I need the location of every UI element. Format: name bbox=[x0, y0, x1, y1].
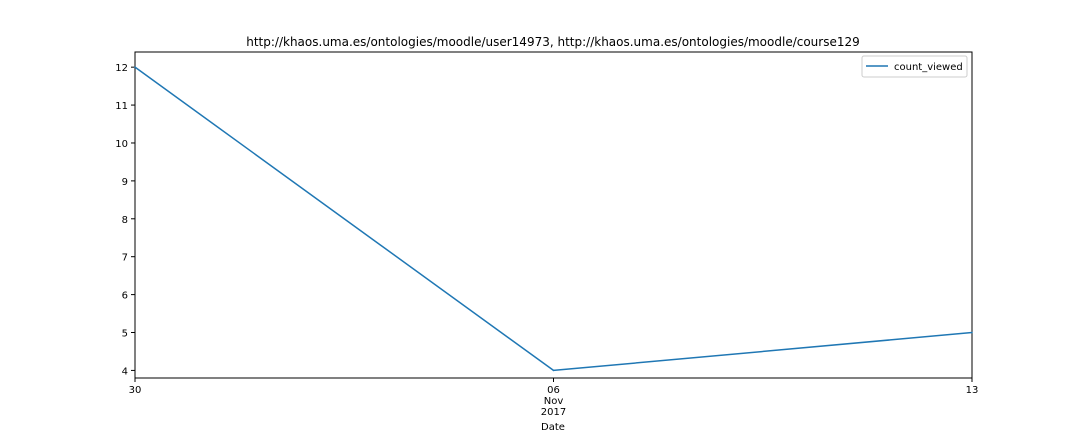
data-point bbox=[971, 331, 973, 334]
x-tick-label: Nov bbox=[544, 396, 564, 407]
y-tick-label: 10 bbox=[115, 139, 128, 150]
x-tick-label: 06 bbox=[547, 385, 560, 396]
x-axis-label: Date bbox=[541, 422, 565, 432]
data-point bbox=[552, 369, 555, 372]
x-tick-label: 13 bbox=[966, 385, 979, 396]
series-line-count-viewed bbox=[134, 66, 973, 372]
y-tick-label: 9 bbox=[122, 177, 128, 188]
data-point bbox=[134, 66, 136, 68]
y-tick-label: 11 bbox=[115, 101, 128, 112]
y-tick-label: 4 bbox=[122, 366, 128, 377]
y-tick-label: 8 bbox=[122, 215, 128, 226]
y-axis: 4 5 6 7 8 9 10 11 12 bbox=[115, 63, 135, 377]
y-tick-label: 5 bbox=[122, 329, 128, 340]
legend-label: count_viewed bbox=[894, 62, 963, 73]
legend: count_viewed bbox=[861, 55, 968, 78]
chart-title: http://khaos.uma.es/ontologies/moodle/us… bbox=[246, 35, 860, 49]
x-tick-label: 2017 bbox=[541, 407, 566, 418]
y-tick-label: 6 bbox=[122, 291, 128, 302]
y-tick-label: 7 bbox=[122, 253, 128, 264]
plot-frame bbox=[134, 51, 973, 379]
legend-box bbox=[861, 55, 968, 78]
x-tick-label: 30 bbox=[129, 385, 142, 396]
series-layer bbox=[134, 66, 973, 372]
y-tick-label: 12 bbox=[115, 63, 128, 74]
